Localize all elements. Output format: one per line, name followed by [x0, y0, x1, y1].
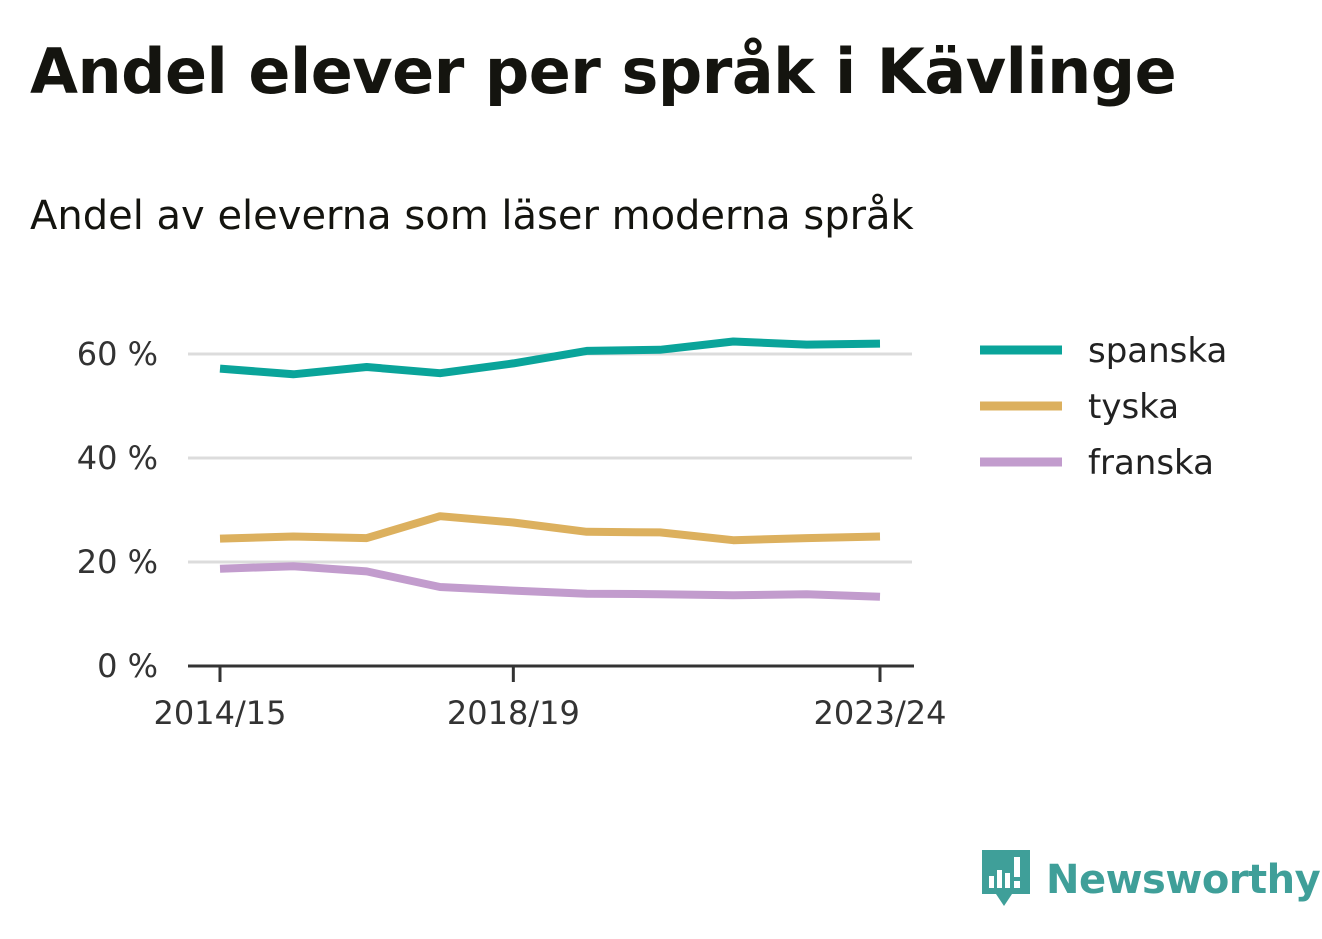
series-line-franska: [219, 562, 881, 601]
brand-logo: Newsworthy: [980, 848, 1321, 912]
chart-subtitle: Andel av eleverna som läser moderna språ…: [30, 193, 914, 239]
legend-label-spanska: spanska: [1088, 331, 1227, 371]
brand-name: Newsworthy: [1046, 857, 1321, 903]
series-line-tyska: [219, 512, 881, 545]
y-tick-label: 40 %: [77, 439, 158, 477]
series-line-spanska: [219, 337, 881, 379]
y-tick-label: 60 %: [77, 335, 158, 373]
y-tick-label: 0 %: [97, 647, 158, 685]
x-axis: 2014/15 2018/19 2023/24: [154, 664, 947, 732]
y-tick-label: 20 %: [77, 543, 158, 581]
x-tick-label: 2018/19: [447, 694, 580, 732]
legend: spanska tyska franska: [980, 331, 1227, 483]
x-tick-label: 2023/24: [814, 694, 947, 732]
newsworthy-logo-icon: [982, 850, 1030, 906]
x-tick-label: 2014/15: [154, 694, 287, 732]
legend-label-tyska: tyska: [1088, 387, 1179, 427]
chart-title: Andel elever per språk i Kävlinge: [30, 35, 1177, 108]
legend-label-franska: franska: [1088, 443, 1214, 483]
y-axis: 0 % 20 % 40 % 60 %: [77, 335, 158, 685]
series-lines: [219, 337, 881, 601]
